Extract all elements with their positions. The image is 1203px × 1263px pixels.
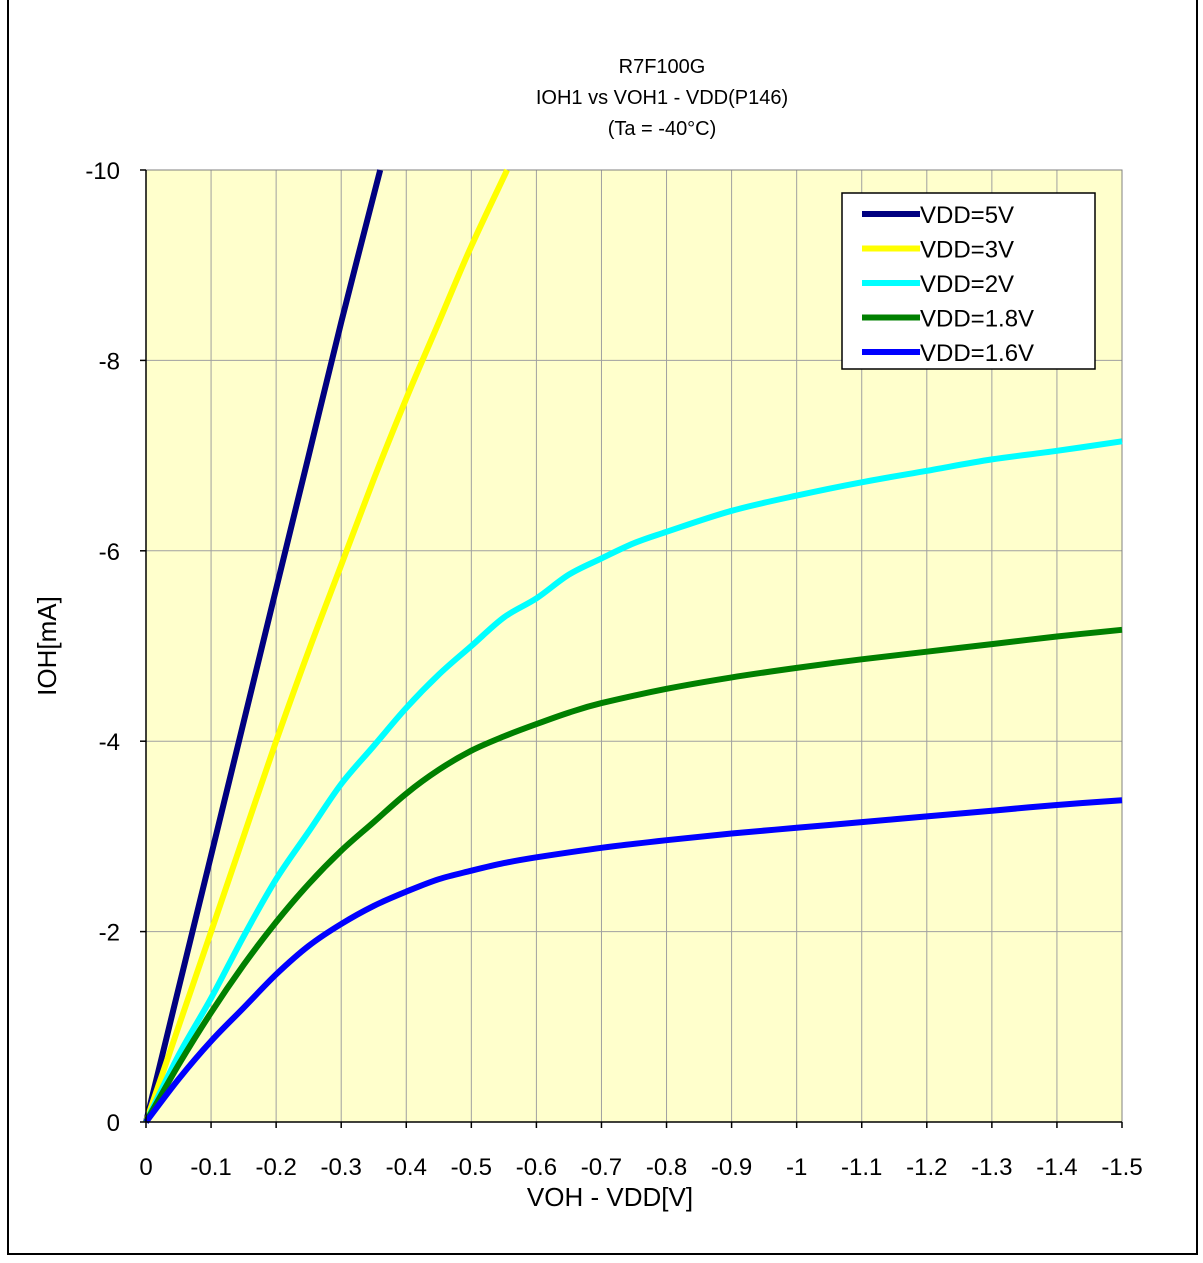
chart-title: R7F100G [619, 56, 706, 78]
x-tick-label: -0.8 [646, 1154, 687, 1181]
x-tick-label: -0.2 [255, 1154, 296, 1181]
x-tick-label: -0.4 [386, 1154, 427, 1181]
series-layer [143, 168, 1123, 1124]
series-line-3 [143, 438, 1123, 1124]
series-line-5 [143, 797, 1123, 1124]
x-tick-label: -0.9 [711, 1154, 752, 1181]
chart-condition: (Ta = -40°C) [608, 118, 717, 140]
x-tick-label: -1.1 [841, 1154, 882, 1181]
y-tick-label: -2 [99, 920, 120, 947]
x-tick-label: -0.5 [451, 1154, 492, 1181]
y-tick-label: -10 [85, 158, 120, 185]
x-ticks: 0 -0.1 -0.2 -0.3 -0.4 -0.5 -0.6 -0.7 -0.8 -0.9 -1 -… [139, 1122, 1143, 1181]
chart-subtitle: IOH1 vs VOH1 - VDD(P146) [536, 87, 788, 109]
x-tick-label: -0.3 [321, 1154, 362, 1181]
legend-label: VDD=1.8V [920, 306, 1034, 333]
x-axis-label: VOH - VDD[V] [527, 1182, 693, 1212]
x-tick-label: -1 [786, 1154, 807, 1181]
series-line-2 [143, 168, 510, 1123]
x-tick-label: -1.5 [1101, 1154, 1142, 1181]
x-tick-label: -1.2 [906, 1154, 947, 1181]
x-tick-label: -0.6 [516, 1154, 557, 1181]
y-axis-label: IOH[mA] [32, 596, 62, 696]
y-ticks: 0 -2 -4 -6 -8 -10 [85, 158, 146, 1137]
x-tick-label: 0 [139, 1154, 152, 1181]
legend-label: VDD=1.6V [920, 340, 1034, 367]
y-tick-label: 0 [107, 1110, 120, 1137]
x-tick-label: -1.3 [971, 1154, 1012, 1181]
legend-label: VDD=5V [920, 202, 1014, 229]
x-tick-label: -0.7 [581, 1154, 622, 1181]
x-tick-label: -1.4 [1036, 1154, 1077, 1181]
series-line-1 [143, 169, 384, 1123]
legend-label: VDD=3V [920, 237, 1014, 264]
y-tick-label: -4 [99, 729, 120, 756]
legend-label: VDD=2V [920, 271, 1014, 298]
y-tick-label: -8 [99, 348, 120, 375]
x-tick-label: -0.1 [190, 1154, 231, 1181]
y-tick-label: -6 [99, 539, 120, 566]
legend: VDD=5V VDD=3V VDD=2V VDD=1.8V VDD=1.6V [841, 192, 1096, 370]
series-line-4 [143, 626, 1123, 1124]
